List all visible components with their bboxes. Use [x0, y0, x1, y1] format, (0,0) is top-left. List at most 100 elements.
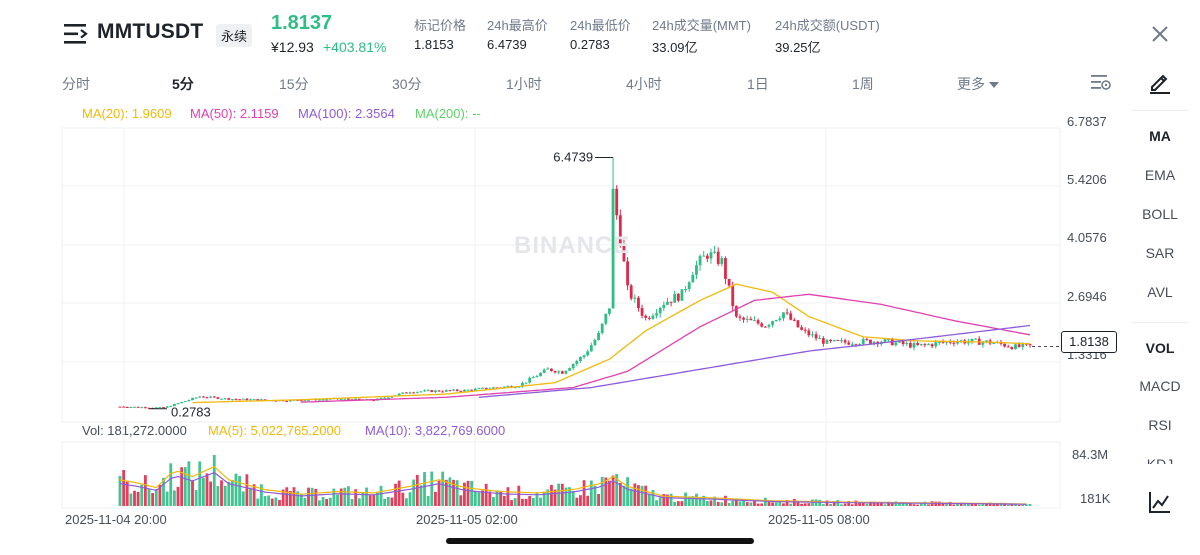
indicator-macd[interactable]: MACD — [1139, 378, 1181, 394]
indicator-ema[interactable]: EMA — [1144, 167, 1176, 183]
volume-bar — [191, 480, 194, 506]
volume-bar — [502, 495, 506, 506]
menu-icon[interactable] — [64, 23, 88, 45]
chart-type-icon[interactable] — [1148, 490, 1172, 514]
pencil-icon[interactable] — [1148, 70, 1172, 94]
tab-30m[interactable]: 30分 — [392, 76, 422, 92]
candle-body — [495, 387, 499, 389]
tab-15m[interactable]: 15分 — [279, 76, 309, 92]
volume-bar — [499, 490, 503, 506]
tab-1d[interactable]: 1日 — [747, 76, 769, 92]
candle-body — [974, 338, 978, 340]
candle-body — [502, 386, 506, 388]
candle-body — [426, 390, 430, 392]
candle-body — [455, 389, 459, 391]
contract-type-badge: 永续 — [216, 24, 253, 47]
candle-body — [441, 391, 445, 393]
volume-bar — [579, 495, 582, 506]
indicator-divider — [1132, 322, 1188, 323]
candle-body — [611, 188, 615, 309]
volume-bar — [724, 495, 727, 506]
volume-bar — [872, 501, 876, 506]
volume-bar — [125, 481, 129, 506]
candle-body — [524, 382, 528, 384]
volume-bar — [807, 503, 811, 506]
time-axis-label: 2025-11-04 20:00 — [65, 512, 167, 527]
candle-body — [698, 256, 702, 266]
volume-bar — [651, 489, 655, 506]
candle-body — [738, 316, 742, 318]
volume-bar — [796, 501, 800, 506]
symbol-title[interactable]: MMTUSDT — [97, 20, 204, 43]
volume-bar — [133, 490, 136, 506]
candle-body — [727, 278, 731, 286]
candle-body — [898, 340, 901, 343]
tab-5m[interactable]: 5分 — [172, 76, 194, 92]
volume-bar — [763, 497, 767, 506]
volume-bar — [310, 487, 314, 506]
legend-vol-ma10: MA(10): 3,822,769.6000 — [365, 423, 506, 438]
candle-body — [709, 252, 713, 259]
volume-axis-label: 181K — [1080, 491, 1111, 506]
volume-bar — [430, 471, 434, 506]
volume-bar — [118, 475, 122, 506]
change-percent: +403.81% — [323, 39, 387, 55]
candle-body — [626, 261, 629, 286]
volume-bar — [597, 493, 600, 506]
tab-more[interactable]: 更多 — [957, 74, 999, 94]
candle-body — [423, 390, 426, 392]
indicator-vol[interactable]: VOL — [1145, 340, 1175, 356]
volume-bar — [292, 487, 296, 506]
candle-body — [448, 390, 452, 392]
indicator-sar[interactable]: SAR — [1145, 245, 1175, 261]
chart-settings-icon[interactable] — [1090, 72, 1112, 92]
tab-1h[interactable]: 1小时 — [506, 76, 542, 92]
candle-body — [927, 344, 930, 346]
indicator-kdj[interactable]: KDJ — [1146, 456, 1174, 464]
volume-bar — [589, 480, 593, 506]
candle-body — [840, 340, 843, 342]
tab-4h[interactable]: 4小时 — [626, 76, 662, 92]
volume-bar — [151, 492, 155, 506]
candle-body — [948, 341, 952, 343]
candle-body — [550, 368, 553, 372]
candle-body — [143, 407, 147, 409]
candle-body — [169, 406, 173, 408]
volume-bar — [376, 491, 379, 506]
volume-bar — [727, 502, 731, 506]
candle-body — [930, 344, 934, 347]
candle-body — [285, 401, 289, 403]
candle-body — [390, 396, 394, 398]
stat-value-24h-turnover: 39.25亿 — [775, 40, 821, 55]
volume-bar — [513, 498, 517, 506]
volume-bar — [1028, 504, 1032, 506]
candle-body — [666, 301, 669, 305]
stat-value-24h-volume: 33.09亿 — [652, 40, 698, 55]
candle-body — [318, 399, 321, 401]
candle-body — [303, 400, 307, 402]
candle-body — [122, 406, 126, 408]
candle-body — [165, 406, 169, 408]
time-axis-label: 2025-11-05 08:00 — [768, 512, 870, 527]
indicator-rsi[interactable]: RSI — [1148, 417, 1172, 433]
volume-bar — [575, 497, 579, 506]
volume-bar — [263, 496, 267, 506]
volume-bar — [680, 501, 684, 506]
volume-bar — [604, 477, 608, 506]
volume-bar — [183, 467, 187, 506]
candle-body — [216, 397, 220, 399]
indicator-ma[interactable]: MA — [1149, 128, 1171, 144]
candle-body — [705, 255, 709, 259]
volume-bar — [405, 498, 408, 506]
volume-bar — [901, 503, 905, 506]
volume-bar — [662, 494, 666, 506]
candle-body — [162, 407, 165, 409]
indicator-boll[interactable]: BOLL — [1142, 206, 1178, 222]
tab-1w[interactable]: 1周 — [852, 76, 874, 92]
volume-bar — [945, 502, 949, 506]
close-icon[interactable] — [1150, 24, 1170, 44]
tab-timeline[interactable]: 分时 — [62, 76, 90, 92]
indicator-avl[interactable]: AVL — [1147, 284, 1173, 300]
volume-bar — [492, 497, 495, 506]
